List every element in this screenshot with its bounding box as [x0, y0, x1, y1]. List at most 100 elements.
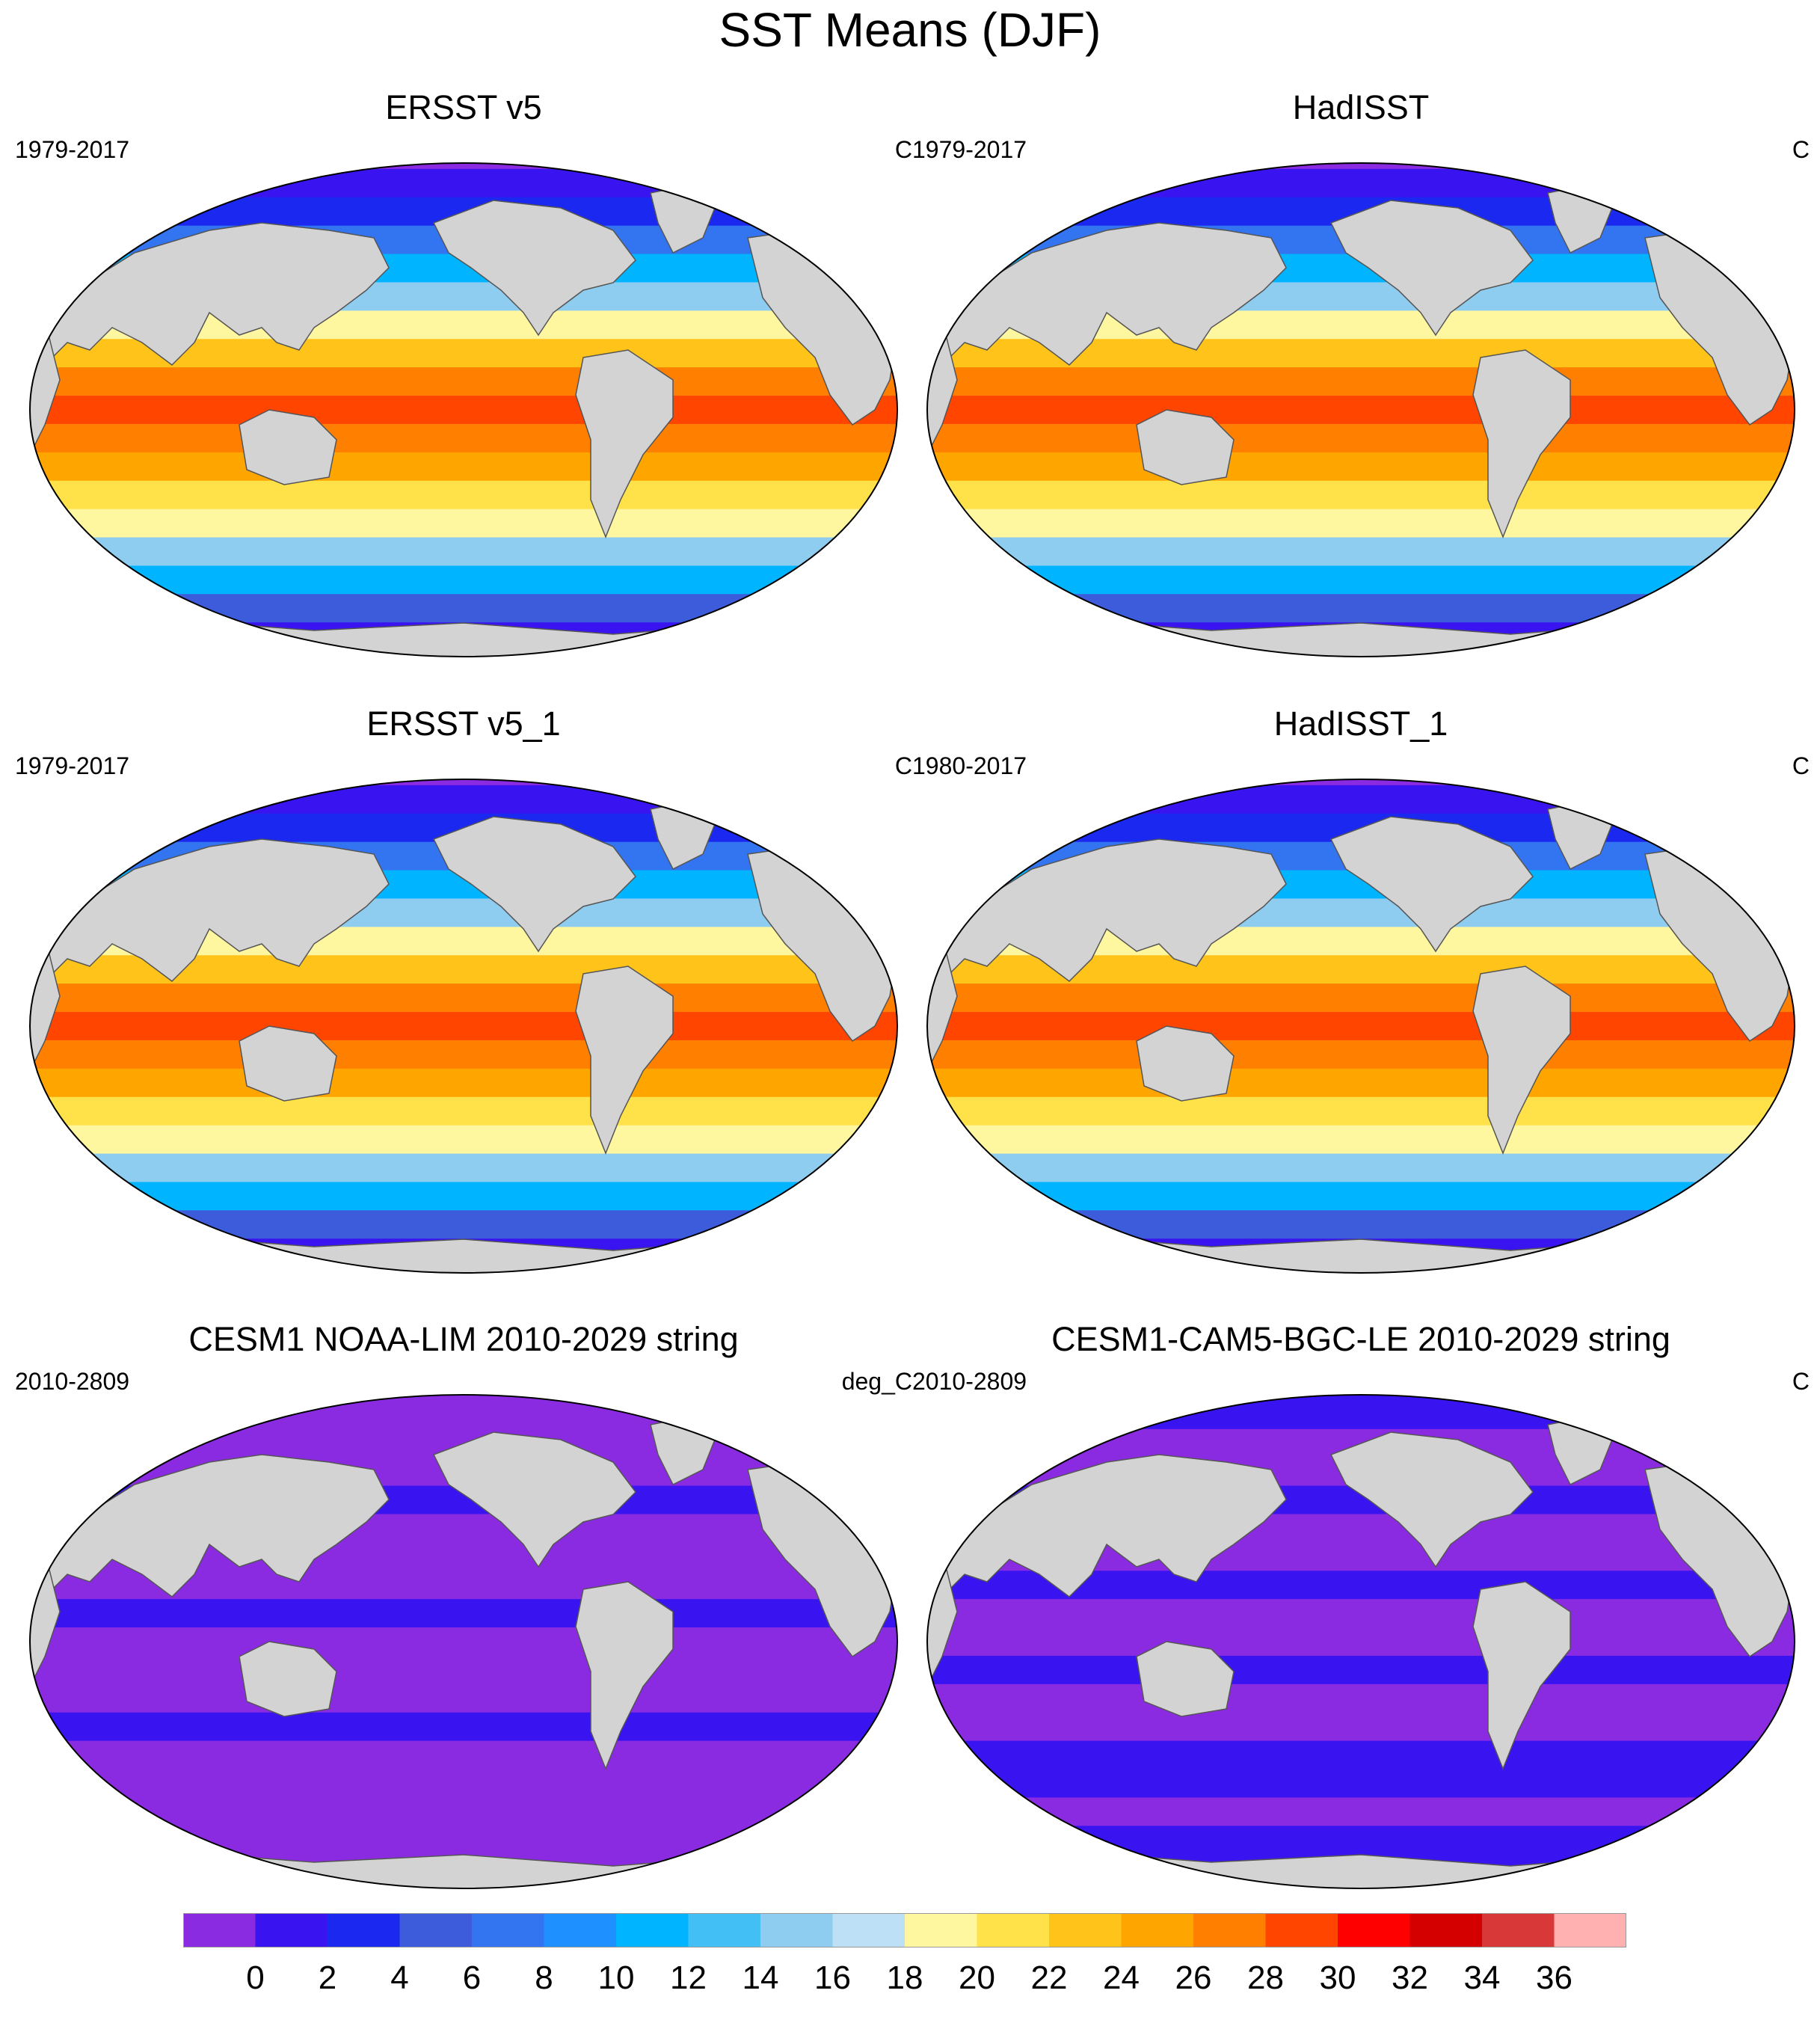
sst-band — [30, 452, 897, 482]
colorbar-tick-label: 26 — [1175, 1959, 1212, 1996]
south-america-land — [1472, 349, 1571, 539]
north-america-land — [432, 816, 636, 953]
panel-units: C — [1792, 1368, 1810, 1395]
colorbar-swatch — [1193, 1913, 1266, 1947]
south-america-land — [575, 1581, 674, 1771]
sst-band — [30, 163, 897, 170]
sst-band — [30, 1599, 897, 1629]
colorbar-tick-label: 34 — [1463, 1959, 1501, 1996]
eurasia-land — [30, 838, 390, 990]
colorbar-tick-label: 28 — [1247, 1959, 1284, 1996]
panel-period: 1979-2017 — [15, 136, 130, 163]
world-map — [29, 1394, 898, 1889]
colorbar-swatch — [1409, 1913, 1483, 1947]
panel-period: 2010-2809 — [912, 1368, 1027, 1395]
map-outline — [926, 779, 1795, 1274]
sst-band — [30, 423, 897, 453]
colorbar-swatch — [1049, 1913, 1122, 1947]
colorbar-swatch — [1482, 1913, 1555, 1947]
map-outline — [29, 1394, 898, 1889]
sst-band — [30, 1769, 897, 1799]
sst-band — [30, 480, 897, 510]
map-panel: CESM1 NOAA-LIM 2010-2029 string 2010-2809… — [15, 1320, 912, 1918]
panel-period: 2010-2809 — [15, 1368, 130, 1395]
colorbar-swatch — [1554, 1913, 1626, 1947]
sst-band — [927, 367, 1795, 397]
panel-title: HadISST — [1292, 88, 1430, 126]
north-america-land — [1329, 816, 1534, 953]
eurasia-land — [927, 222, 1287, 374]
colorbar-swatch — [183, 1913, 256, 1947]
sst-band — [30, 1125, 897, 1155]
north-america-land — [432, 200, 636, 337]
colorbar-tick-label: 2 — [318, 1959, 337, 1996]
sst-band — [30, 1210, 897, 1240]
sst-band — [927, 1395, 1795, 1402]
sst-band — [30, 1655, 897, 1685]
colorbar-swatch — [616, 1913, 689, 1947]
sst-band — [30, 1400, 897, 1430]
sst-band — [927, 1068, 1795, 1098]
sst-band — [927, 537, 1795, 567]
sst-band — [927, 1153, 1795, 1183]
sst-band — [927, 1627, 1795, 1657]
south-america-land — [1472, 1581, 1571, 1771]
sst-band — [927, 452, 1795, 482]
sst-band — [927, 1182, 1795, 1212]
sst-band — [30, 168, 897, 198]
eurasia-land — [30, 1454, 390, 1606]
sst-band — [927, 1769, 1795, 1799]
colorbar-tick-label: 36 — [1536, 1959, 1572, 1996]
map-panel: HadISST_1 1980-2017 C — [912, 705, 1810, 1303]
sst-band — [927, 983, 1795, 1013]
sst-band — [30, 1040, 897, 1069]
sst-band — [927, 1655, 1795, 1685]
sst-band — [927, 396, 1795, 425]
north-america-land — [1329, 1431, 1534, 1568]
sst-band — [30, 1012, 897, 1041]
sst-band — [30, 785, 897, 814]
sst-band — [927, 168, 1795, 198]
sst-band — [927, 163, 1795, 170]
sst-band — [30, 1683, 897, 1713]
colorbar-tick-label: 0 — [246, 1959, 265, 1996]
sst-band — [927, 1125, 1795, 1155]
panel-period: 1980-2017 — [912, 752, 1027, 779]
map-outline — [29, 779, 898, 1274]
colorbar-swatch — [688, 1913, 761, 1947]
colorbar-frame — [183, 1913, 1626, 1947]
colorbar-tick-label: 20 — [959, 1959, 995, 1996]
sst-band — [30, 396, 897, 425]
colorbar-swatch — [255, 1913, 328, 1947]
map-panel: ERSST v5 1979-2017 C — [15, 88, 912, 687]
colorbar-tick-label: 32 — [1392, 1959, 1428, 1996]
south-america-land — [575, 966, 674, 1155]
sst-band — [30, 1068, 897, 1098]
sst-band — [927, 1740, 1795, 1770]
sst-band — [30, 367, 897, 397]
colorbar — [183, 1913, 1626, 1947]
australia-land — [1136, 1641, 1235, 1717]
sst-band — [30, 1182, 897, 1212]
figure-title: SST Means (DJF) — [719, 3, 1101, 57]
australia-land — [239, 1641, 337, 1717]
sst-band — [927, 785, 1795, 814]
colorbar-swatch — [1265, 1913, 1338, 1947]
panel-units: C — [894, 752, 912, 779]
sst-band — [927, 1712, 1795, 1742]
colorbar-tick-label: 16 — [814, 1959, 851, 1996]
antarctica-land — [30, 1235, 897, 1273]
colorbar-swatch — [328, 1913, 400, 1947]
antarctica-land — [927, 618, 1795, 657]
colorbar-swatch — [832, 1913, 906, 1947]
colorbar-tick-label: 4 — [390, 1959, 409, 1996]
australia-land — [1136, 409, 1235, 485]
colorbar-tick-label: 8 — [535, 1959, 553, 1996]
sst-band — [30, 594, 897, 624]
sst-band — [30, 1797, 897, 1827]
map-outline — [29, 162, 898, 657]
world-map — [926, 162, 1795, 657]
colorbar-swatch — [399, 1913, 473, 1947]
panel-title: HadISST_1 — [1273, 705, 1448, 743]
colorbar-swatch — [1121, 1913, 1194, 1947]
